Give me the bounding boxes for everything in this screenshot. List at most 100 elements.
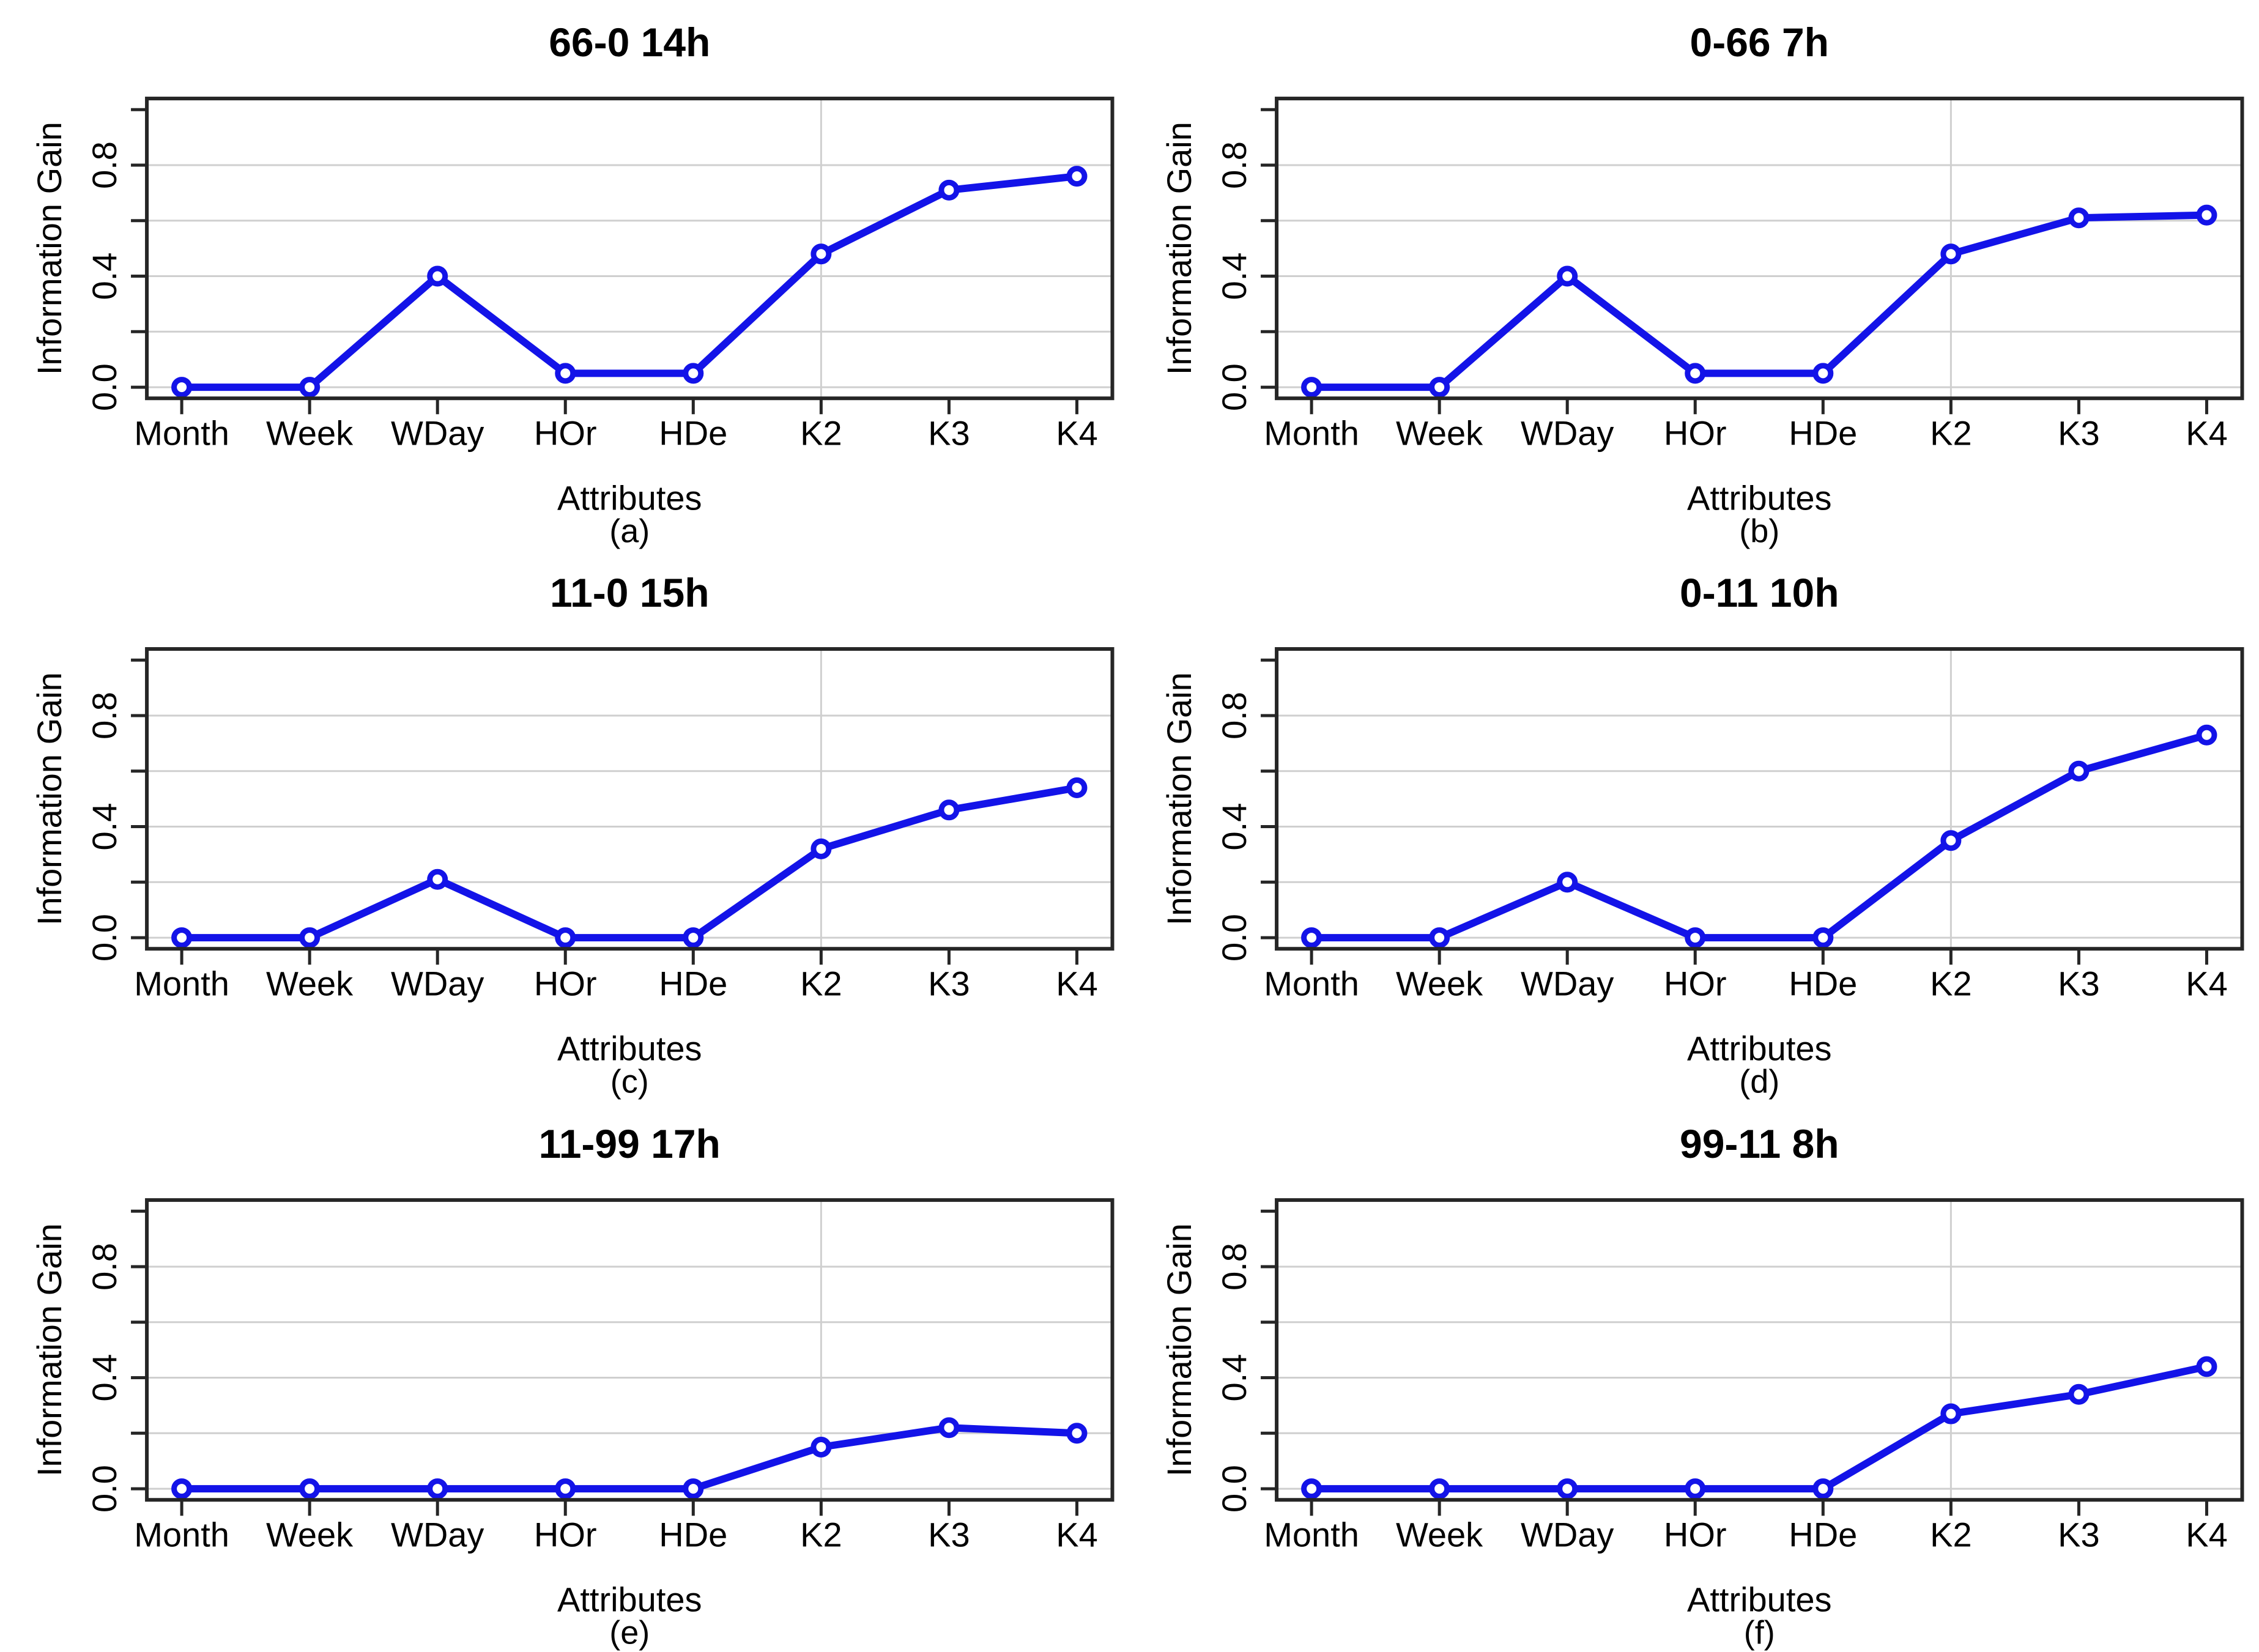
data-point [1066, 777, 1088, 799]
y-tick-label: 0.0 [85, 1465, 124, 1513]
x-tick-label: K2 [800, 965, 842, 1003]
y-tick-label: 0.0 [85, 363, 124, 411]
panel-letter: (f) [1743, 1614, 1775, 1651]
data-point [1556, 265, 1578, 287]
chart-svg: 0.0 0.4 0.8 Month Week WDay HOr HDe K2 K3 K4 11-0 1… [0, 550, 1130, 1102]
panel-letter: (c) [610, 1064, 649, 1100]
data-point [1428, 927, 1450, 949]
chart-title: 0-66 7h [1690, 20, 1828, 65]
y-tick-label: 0.0 [1215, 1465, 1253, 1513]
x-tick-label: HDe [659, 965, 727, 1003]
y-tick-label: 0.4 [85, 803, 124, 851]
y-axis-label: Information Gain [1160, 1223, 1198, 1476]
plot-frame [1274, 97, 2244, 401]
x-tick-label: Month [134, 1515, 229, 1554]
x-tick-label: Week [266, 1515, 354, 1554]
panel-letter: (e) [609, 1614, 650, 1651]
y-tick-label: 0.0 [1215, 363, 1253, 411]
data-line [1307, 1363, 2210, 1492]
plot-frame [145, 97, 1115, 401]
data-point [2068, 1383, 2089, 1405]
data-line [178, 1423, 1081, 1492]
x-tick-label: K2 [1930, 1515, 1972, 1554]
x-tick-label: Week [1396, 1515, 1483, 1554]
x-tick-label: K3 [928, 413, 970, 452]
x-tick-label: HDe [1789, 965, 1857, 1003]
x-tick-label: HDe [659, 1515, 727, 1554]
chart-svg: 0.0 0.4 0.8 Month Week WDay HOr HDe K2 K3 K4 66-0 1… [0, 0, 1130, 551]
x-tick-label: HOr [1663, 1515, 1726, 1554]
x-tick-label: K4 [1056, 413, 1097, 452]
y-axis-label: Information Gain [30, 122, 69, 375]
data-point [171, 1478, 193, 1499]
chart-panel-b: 0.0 0.4 0.8 Month Week WDay HOr HDe K2 K3 K4 0-66 7… [1129, 0, 2259, 551]
x-tick-label: Month [1264, 1515, 1359, 1554]
x-tick-label: K4 [2186, 1515, 2227, 1554]
x-tick-label: WDay [1520, 965, 1613, 1003]
data-point [2195, 204, 2217, 226]
data-point [2195, 1356, 2217, 1377]
y-tick-label: 0.8 [1215, 692, 1253, 739]
data-point [1428, 1478, 1450, 1499]
data-point [1812, 363, 1833, 384]
chart-panel-d: 0.0 0.4 0.8 Month Week WDay HOr HDe K2 K3 K4 0-11 1… [1129, 550, 2259, 1102]
data-point [1684, 927, 1705, 949]
x-tick-label: Month [134, 965, 229, 1003]
chart-panel-f: 0.0 0.4 0.8 Month Week WDay HOr HDe K2 K3 K4 99-11 … [1129, 1101, 2259, 1652]
panel-letter: (d) [1739, 1064, 1779, 1100]
data-point [171, 377, 193, 398]
y-axis-label: Information Gain [30, 672, 69, 925]
data-point [1066, 1422, 1088, 1443]
y-axis-label: Information Gain [1160, 122, 1198, 375]
data-point [938, 1417, 960, 1438]
y-tick-label: 0.0 [1215, 914, 1253, 961]
chart-svg: 0.0 0.4 0.8 Month Week WDay HOr HDe K2 K3 K4 99-11 … [1129, 1101, 2259, 1652]
data-point [810, 243, 832, 265]
data-point [2068, 207, 2089, 229]
data-point [299, 927, 321, 949]
data-point [810, 1436, 832, 1458]
chart-panel-a: 0.0 0.4 0.8 Month Week WDay HOr HDe K2 K3 K4 66-0 1… [0, 0, 1130, 551]
y-tick-label: 0.4 [1215, 1354, 1253, 1401]
y-tick-label: 0.8 [85, 1243, 124, 1291]
data-point [1300, 377, 1322, 398]
panel-letter: (a) [609, 513, 650, 549]
chart-title: 99-11 8h [1680, 1121, 1839, 1166]
data-point [2068, 761, 2089, 782]
data-point [938, 799, 960, 821]
data-point [171, 927, 193, 949]
chart-svg: 0.0 0.4 0.8 Month Week WDay HOr HDe K2 K3 K4 0-11 1… [1129, 550, 2259, 1102]
data-point [1428, 377, 1450, 398]
x-tick-label: K4 [1056, 965, 1097, 1003]
plot-frame [145, 1198, 1115, 1502]
x-tick-label: Week [1396, 965, 1483, 1003]
data-point [299, 1478, 321, 1499]
x-tick-label: Month [1264, 413, 1359, 452]
data-line [178, 172, 1081, 391]
y-tick-label: 0.0 [85, 914, 124, 961]
chart-svg: 0.0 0.4 0.8 Month Week WDay HOr HDe K2 K3 K4 0-66 7… [1129, 0, 2259, 551]
x-tick-label: Week [266, 413, 354, 452]
data-point [1812, 927, 1833, 949]
chart-panel-c: 0.0 0.4 0.8 Month Week WDay HOr HDe K2 K3 K4 11-0 1… [0, 550, 1130, 1102]
data-line [1307, 732, 2210, 942]
x-tick-label: K3 [928, 1515, 970, 1554]
x-tick-label: K3 [2058, 965, 2099, 1003]
x-tick-label: Month [1264, 965, 1359, 1003]
x-axis-label: Attributes [557, 1029, 702, 1068]
data-point [683, 927, 704, 949]
data-point [1684, 363, 1705, 384]
x-tick-label: K4 [2186, 413, 2227, 452]
x-tick-label: Week [266, 965, 354, 1003]
data-point [427, 869, 448, 891]
data-point [427, 265, 448, 287]
data-point [1812, 1478, 1833, 1499]
y-tick-label: 0.8 [1215, 1243, 1253, 1291]
data-point [1066, 166, 1088, 187]
x-tick-label: WDay [391, 413, 484, 452]
y-tick-label: 0.8 [85, 141, 124, 189]
plot-frame [1274, 1198, 2244, 1502]
x-axis-label: Attributes [557, 1580, 702, 1618]
x-axis-label: Attributes [1687, 1580, 1832, 1618]
